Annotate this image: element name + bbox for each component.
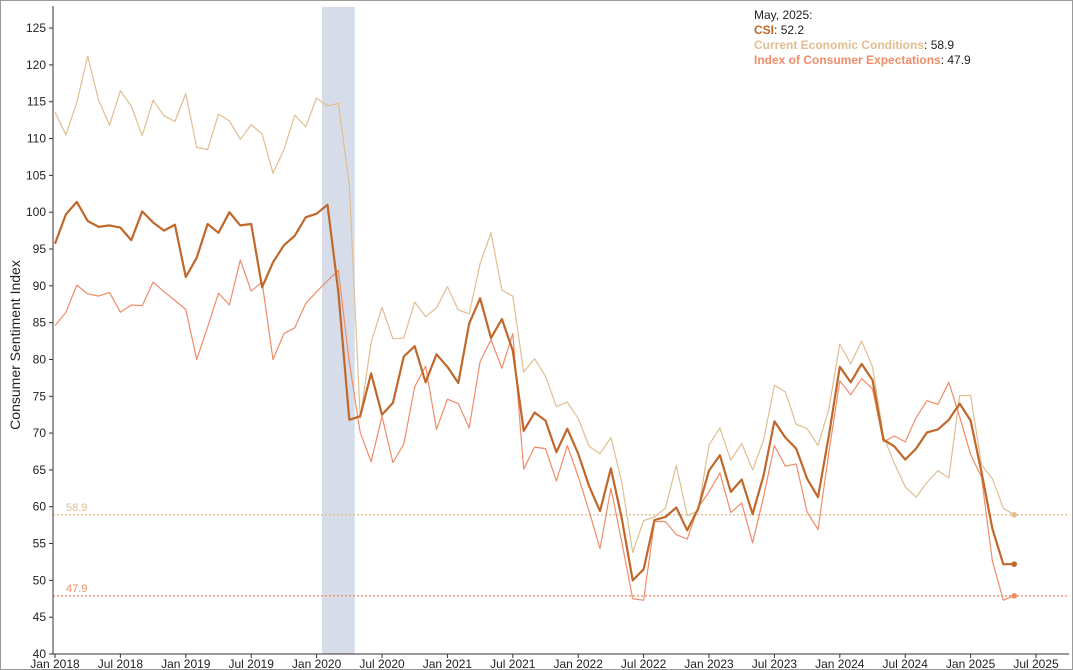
legend: May, 2025: CSI: 52.2 Current Economic Co…: [754, 8, 971, 68]
x-tick-label-5: Jul 2020: [359, 657, 405, 669]
x-tick-label-2: Jan 2019: [161, 657, 211, 669]
x-tick-label-15: Jul 2025: [1013, 657, 1059, 669]
reference-lines-layer: 58.9 47.9: [53, 502, 1069, 597]
x-tick-label-6: Jan 2021: [423, 657, 473, 669]
x-tick-label-8: Jan 2022: [554, 657, 604, 669]
legend-value-current-conditions: 58.9: [930, 38, 955, 52]
x-tick-label-14: Jan 2025: [946, 657, 996, 669]
y-tick-label-16: 120: [26, 58, 46, 72]
x-tick-label-13: Jul 2024: [883, 657, 929, 669]
x-tick-label-3: Jul 2019: [229, 657, 275, 669]
y-tick-label-10: 90: [33, 279, 47, 293]
y-tick-label-6: 70: [33, 426, 47, 440]
reference-line-label-0: 58.9: [66, 502, 87, 514]
y-tick-label-8: 80: [33, 352, 47, 366]
legend-label-expectations: Index of Consumer Expectations: [754, 53, 941, 67]
series-end-marker-2: [1011, 593, 1017, 599]
y-tick-label-11: 95: [33, 242, 47, 256]
legend-label-csi: CSI: [754, 23, 775, 37]
y-tick-label-4: 60: [33, 500, 47, 514]
x-tick-label-11: Jul 2023: [752, 657, 798, 669]
recession-shading-layer: [322, 7, 355, 654]
x-tick-label-9: Jul 2022: [621, 657, 667, 669]
x-tick-label-1: Jul 2018: [98, 657, 144, 669]
legend-row-expectations: Index of Consumer Expectations: 47.9: [754, 53, 971, 67]
x-tick-label-7: Jul 2021: [490, 657, 536, 669]
axes-layer: 40 45 50 55 60 65 70 75 80 85 90 95 100 105 110 115 120 1…: [26, 6, 1069, 669]
series-line-0: [53, 200, 1015, 582]
y-tick-label-0: 40: [33, 647, 47, 661]
series-end-marker-1: [1011, 512, 1017, 518]
series-layer: [53, 55, 1017, 601]
series-end-marker-0: [1011, 561, 1017, 567]
series-line-2: [54, 259, 1015, 601]
y-tick-label-3: 55: [33, 537, 47, 551]
x-tick-label-10: Jan 2023: [684, 657, 734, 669]
y-tick-label-14: 110: [27, 132, 46, 146]
series-line-1: [54, 55, 1015, 554]
legend-value-expectations: 47.9: [947, 53, 971, 67]
y-tick-label-1: 45: [33, 610, 47, 624]
legend-row-csi: CSI: 52.2: [754, 23, 805, 37]
y-axis-title: Consumer Sentiment Index: [7, 260, 23, 430]
legend-value-csi: 52.2: [780, 23, 805, 37]
y-tick-label-5: 65: [33, 463, 47, 477]
legend-label-current-conditions: Current Economic Conditions: [754, 38, 925, 52]
y-tick-label-13: 105: [26, 168, 46, 182]
recession-band: [322, 7, 355, 654]
y-tick-label-12: 100: [26, 205, 46, 219]
reference-line-label-1: 47.9: [66, 583, 87, 595]
x-tick-label-4: Jan 2020: [292, 657, 342, 669]
y-tick-label-17: 125: [26, 21, 46, 35]
legend-row-current-conditions: Current Economic Conditions: 58.9: [754, 38, 955, 52]
y-tick-label-9: 85: [33, 316, 47, 330]
x-tick-label-12: Jan 2024: [815, 657, 865, 669]
y-tick-label-2: 50: [33, 573, 47, 587]
legend-title: May, 2025:: [754, 8, 813, 22]
x-tick-label-0: Jan 2018: [30, 657, 80, 669]
y-tick-label-7: 75: [33, 389, 47, 403]
y-tick-label-15: 115: [27, 95, 46, 109]
